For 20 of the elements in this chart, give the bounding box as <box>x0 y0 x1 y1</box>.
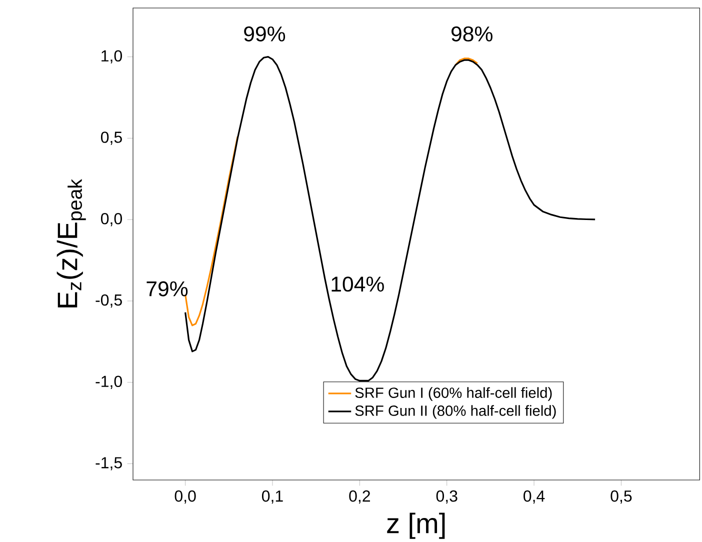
annotation: 104% <box>332 276 384 292</box>
legend-label: SRF Gun I (60% half-cell field) <box>355 387 552 401</box>
x-tick-label: 0,2 <box>349 490 370 504</box>
x-tick-label: 0,0 <box>174 490 196 504</box>
y-tick-label: 1,0 <box>102 50 122 64</box>
x-tick-label: 0,4 <box>524 490 545 504</box>
y-tick-label: 0,5 <box>100 132 122 145</box>
x-axis-title: z [m] <box>387 512 445 539</box>
y-tick-label: -1,5 <box>96 457 122 470</box>
x-tick-label: 0,1 <box>262 490 283 504</box>
y-tick-label: 0,0 <box>100 212 122 226</box>
annotation: 79% <box>146 281 188 296</box>
x-tick-label: 0,5 <box>610 490 632 504</box>
x-tick-label: 0,3 <box>436 490 458 504</box>
y-tick-label: -0,5 <box>96 294 122 308</box>
annotation: 98% <box>452 26 492 42</box>
annotation: 99% <box>244 26 286 42</box>
y-tick-label: -1,0 <box>96 376 122 389</box>
legend-label: SRF Gun II (80% half-cell field) <box>355 405 556 419</box>
y-axis-title: E$_{z}$(z)/E$_{peak}$ <box>56 178 86 308</box>
